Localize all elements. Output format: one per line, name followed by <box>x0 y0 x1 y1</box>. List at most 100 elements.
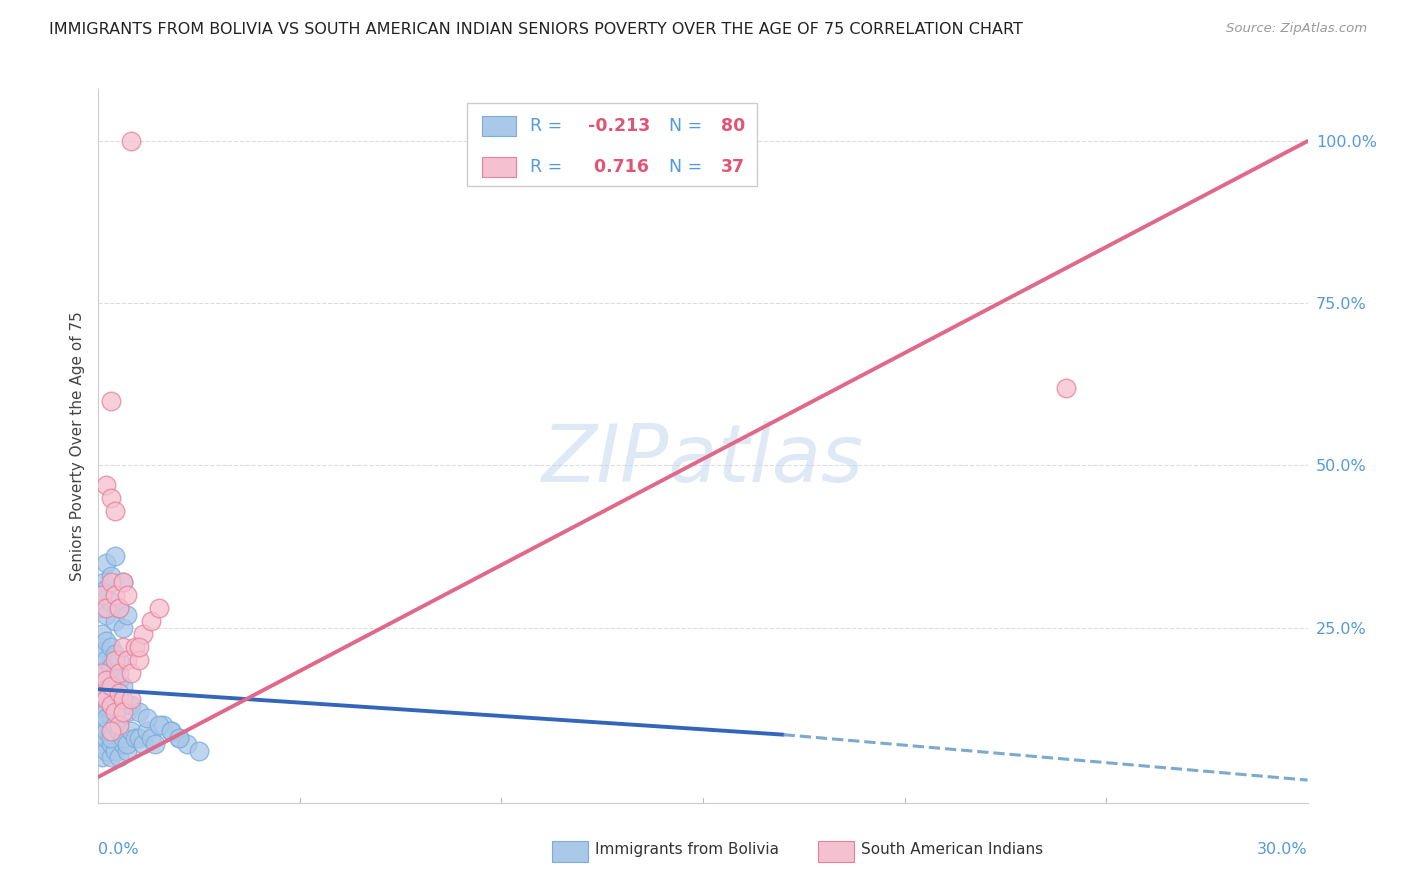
Point <box>120 134 142 148</box>
Text: 37: 37 <box>721 158 745 176</box>
Point <box>139 731 162 745</box>
Point <box>111 575 134 590</box>
Point <box>103 685 125 699</box>
Point <box>91 718 114 732</box>
Point <box>107 601 129 615</box>
Point <box>107 673 129 687</box>
Point <box>115 738 138 752</box>
Point <box>100 750 122 764</box>
Point <box>107 685 129 699</box>
Point <box>124 640 146 654</box>
Point <box>148 601 170 615</box>
Point <box>96 705 118 719</box>
Point <box>96 692 118 706</box>
Point <box>135 711 157 725</box>
Point <box>93 673 115 687</box>
Point <box>100 653 122 667</box>
Text: IMMIGRANTS FROM BOLIVIA VS SOUTH AMERICAN INDIAN SENIORS POVERTY OVER THE AGE OF: IMMIGRANTS FROM BOLIVIA VS SOUTH AMERICA… <box>49 22 1024 37</box>
Point <box>111 738 134 752</box>
Point <box>103 549 125 564</box>
Point <box>100 711 122 725</box>
FancyBboxPatch shape <box>482 157 516 177</box>
Point <box>115 744 138 758</box>
Text: South American Indians: South American Indians <box>862 842 1043 856</box>
Text: N =: N = <box>669 158 707 176</box>
Point <box>115 705 138 719</box>
Point <box>111 575 134 590</box>
Point <box>91 601 114 615</box>
Point <box>111 731 134 745</box>
Point <box>107 601 129 615</box>
Point <box>160 724 183 739</box>
FancyBboxPatch shape <box>482 116 516 136</box>
Point <box>176 738 198 752</box>
Point <box>100 659 122 673</box>
Point <box>103 647 125 661</box>
Point <box>96 673 118 687</box>
Point <box>91 647 114 661</box>
Point <box>100 640 122 654</box>
Text: -0.213: -0.213 <box>588 117 651 135</box>
Point <box>100 575 122 590</box>
Point <box>100 679 122 693</box>
Point <box>128 731 150 745</box>
Text: Immigrants from Bolivia: Immigrants from Bolivia <box>595 842 779 856</box>
Point <box>103 614 125 628</box>
Point <box>103 705 125 719</box>
Point <box>91 627 114 641</box>
Point <box>128 640 150 654</box>
Point <box>124 731 146 745</box>
Point <box>139 614 162 628</box>
Point <box>107 666 129 681</box>
Text: 0.716: 0.716 <box>588 158 650 176</box>
Point <box>100 698 122 713</box>
Point <box>100 595 122 609</box>
Point <box>96 744 118 758</box>
Point <box>107 718 129 732</box>
Point <box>100 724 122 739</box>
Point <box>96 731 118 745</box>
Text: 0.0%: 0.0% <box>98 842 139 856</box>
Point <box>120 692 142 706</box>
Text: ZIPatlas: ZIPatlas <box>541 421 865 500</box>
Point <box>89 685 111 699</box>
Point <box>91 666 114 681</box>
Point <box>103 504 125 518</box>
Y-axis label: Seniors Poverty Over the Age of 75: Seniors Poverty Over the Age of 75 <box>69 311 84 581</box>
Text: R =: R = <box>530 158 568 176</box>
Point <box>91 738 114 752</box>
Point <box>143 738 166 752</box>
Text: 80: 80 <box>721 117 745 135</box>
Point <box>103 653 125 667</box>
Point <box>115 607 138 622</box>
Point <box>167 731 190 745</box>
Point <box>132 738 155 752</box>
Point <box>100 679 122 693</box>
Point <box>167 731 190 745</box>
Point <box>111 692 134 706</box>
Point <box>148 718 170 732</box>
Text: R =: R = <box>530 117 568 135</box>
Point <box>91 750 114 764</box>
Point <box>91 588 114 602</box>
Point <box>128 653 150 667</box>
Point <box>160 724 183 739</box>
Point <box>188 744 211 758</box>
Point <box>103 705 125 719</box>
Point <box>96 556 118 570</box>
Point <box>128 705 150 719</box>
Point <box>111 640 134 654</box>
Point <box>100 491 122 505</box>
Point <box>93 575 115 590</box>
Point <box>91 685 114 699</box>
FancyBboxPatch shape <box>551 840 588 862</box>
FancyBboxPatch shape <box>467 103 758 186</box>
Point <box>111 705 134 719</box>
Point <box>96 653 118 667</box>
Point <box>115 653 138 667</box>
Point <box>107 653 129 667</box>
Point <box>120 698 142 713</box>
Point <box>96 607 118 622</box>
Point <box>111 698 134 713</box>
Point <box>103 666 125 681</box>
